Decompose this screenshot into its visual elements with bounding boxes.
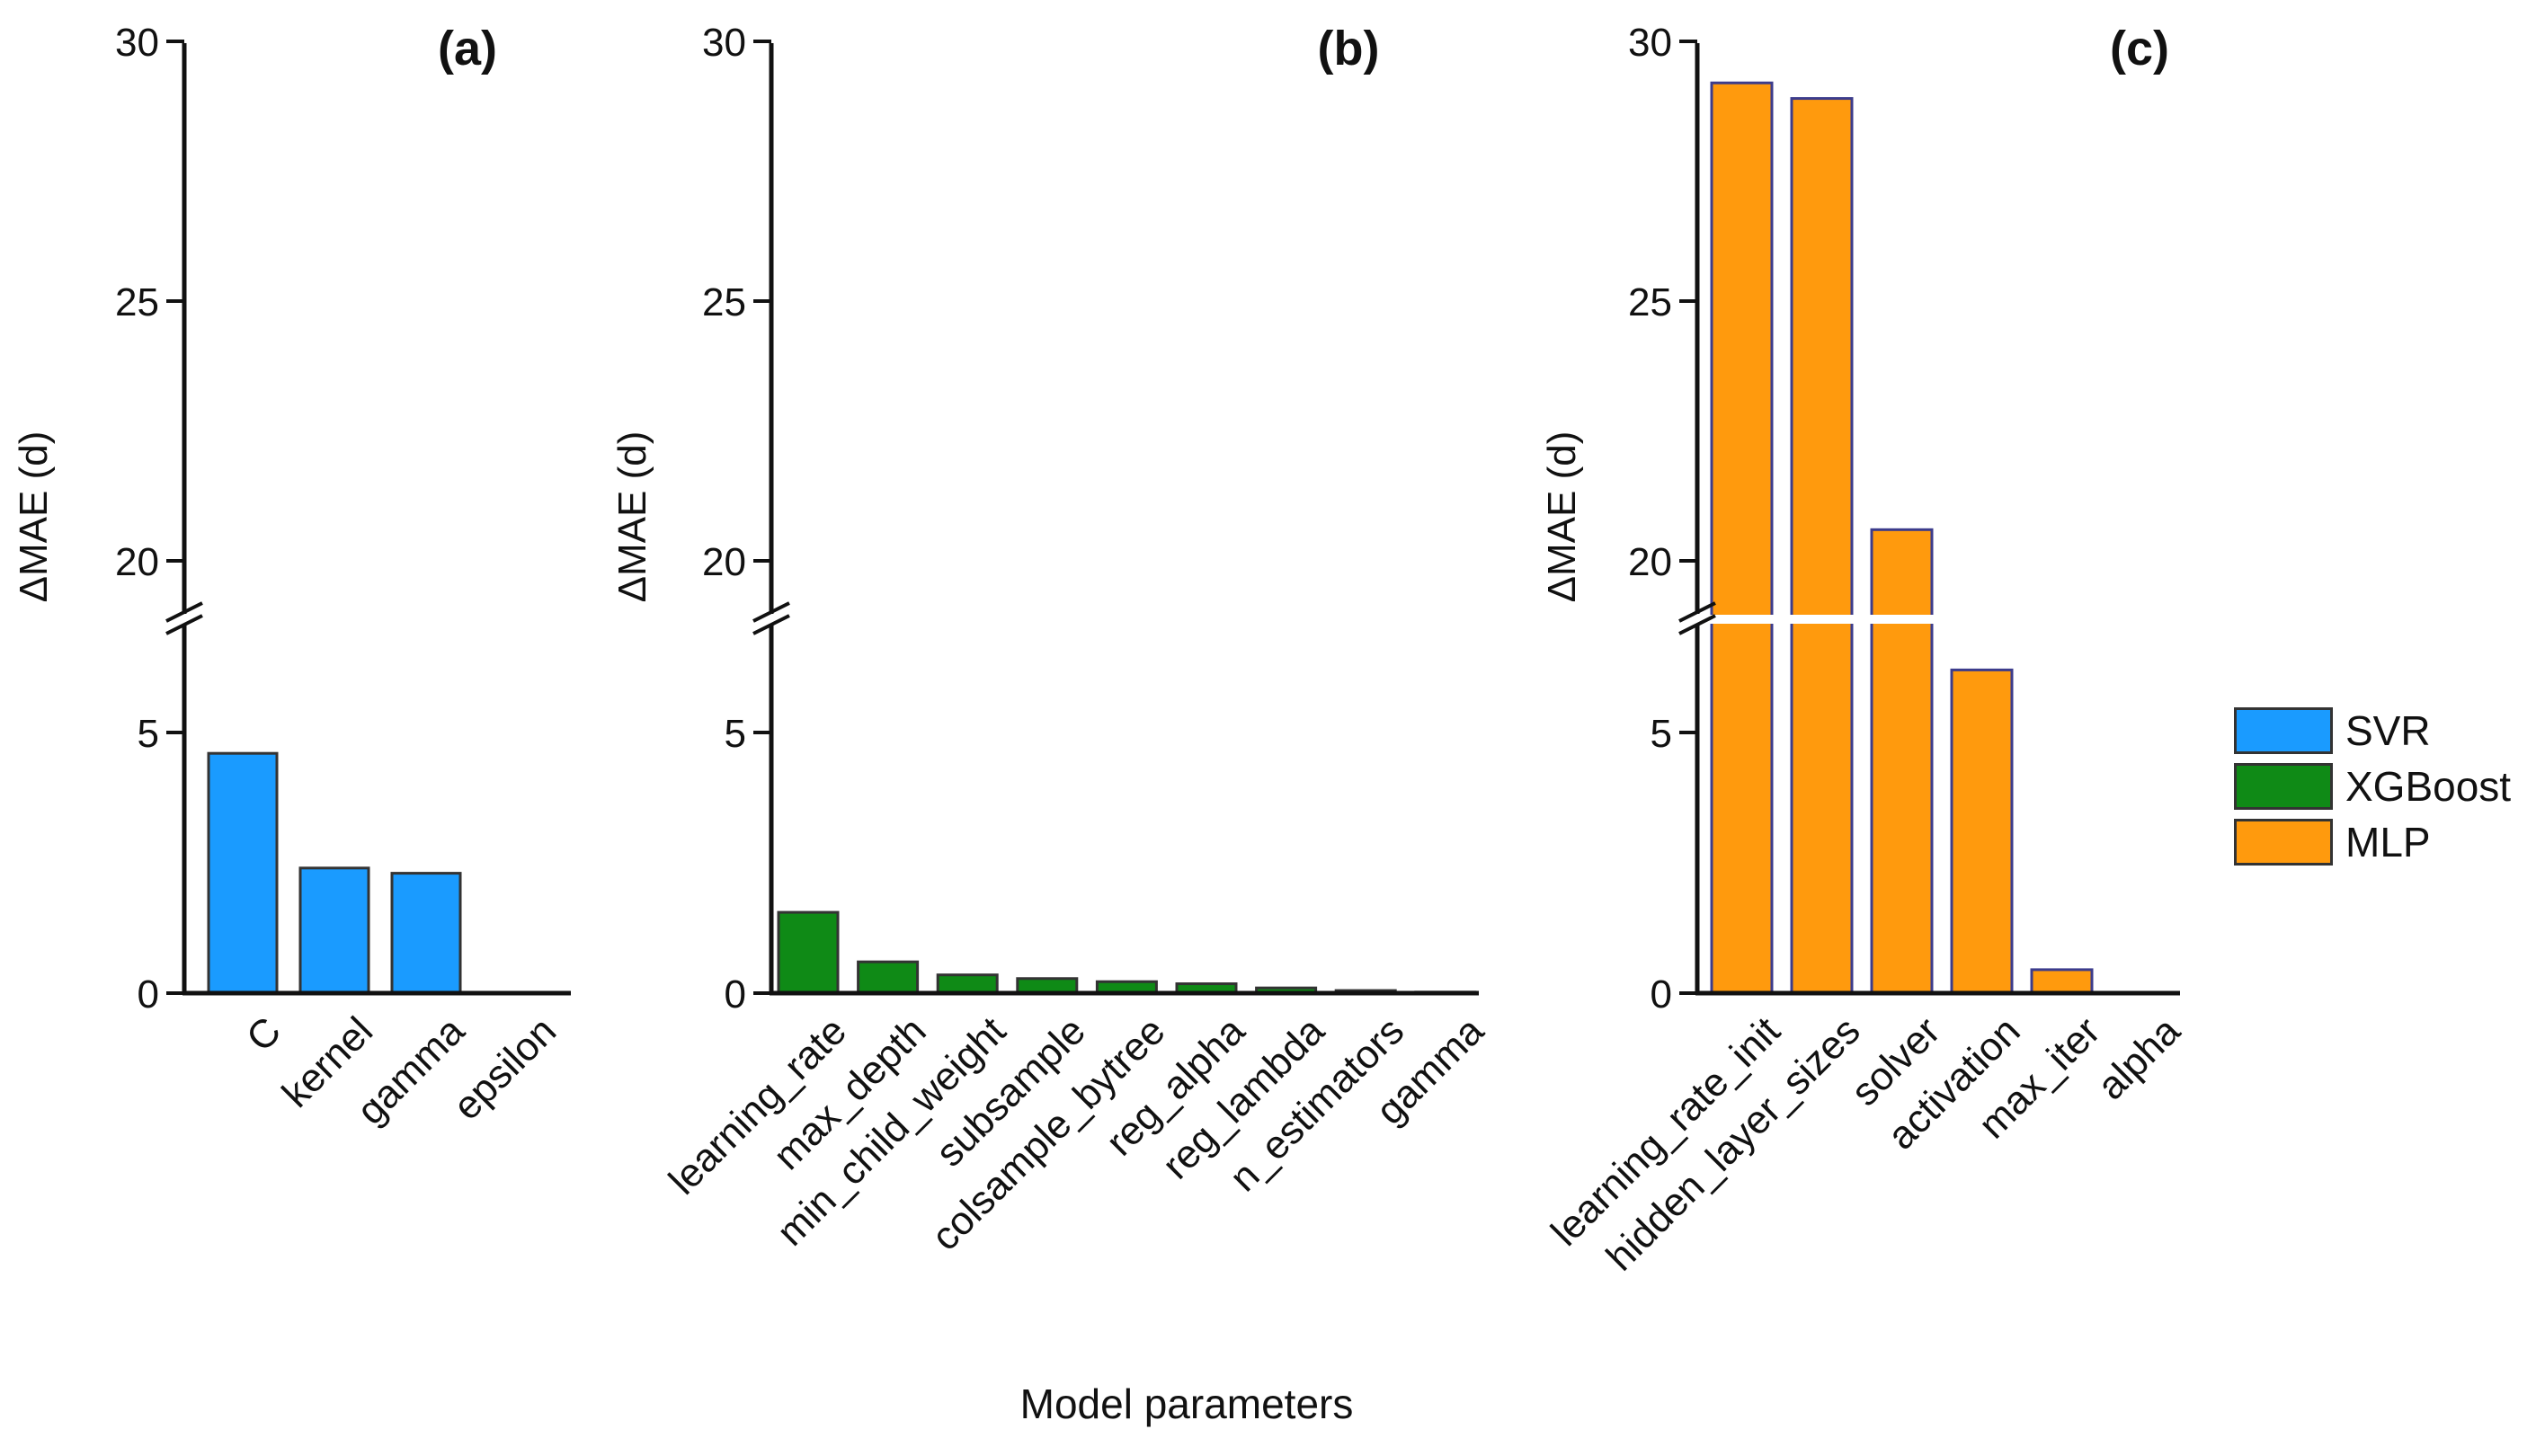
bar-learning_rate_init <box>1710 81 1774 995</box>
y-tick-label-30: 30 <box>702 21 746 65</box>
y-axis-title: ΔMAE (d) <box>1540 431 1584 603</box>
legend-label-mlp: MLP <box>2345 819 2431 866</box>
legend: SVR XGBoost MLP <box>2234 703 2511 870</box>
axis-break-gap <box>1701 615 2184 624</box>
bar-gamma <box>390 872 462 995</box>
y-tick-label-20: 20 <box>115 540 159 584</box>
category-label-alpha: alpha <box>2089 1008 2189 1108</box>
panel-label: (b) <box>1318 22 1380 75</box>
break-mark-lower <box>1678 614 1716 635</box>
break-mark-upper <box>752 601 790 623</box>
bar-activation <box>1950 668 2014 995</box>
y-tick-label-5: 5 <box>1651 712 1672 756</box>
y-tick-label-5: 5 <box>138 712 159 756</box>
axis-break-gap <box>775 615 1482 624</box>
legend-swatch-xgboost <box>2234 763 2333 810</box>
bar-max_depth <box>857 960 920 995</box>
legend-label-xgboost: XGBoost <box>2345 763 2512 810</box>
legend-item-mlp: MLP <box>2234 814 2511 870</box>
y-tick-label-25: 25 <box>1628 280 1672 324</box>
break-mark-lower <box>165 614 203 635</box>
legend-label-svr: SVR <box>2345 707 2431 754</box>
legend-swatch-svr <box>2234 707 2333 754</box>
break-mark-lower <box>752 614 790 635</box>
break-mark-upper <box>165 601 203 623</box>
legend-item-svr: SVR <box>2234 703 2511 759</box>
bar-kernel <box>298 866 370 995</box>
y-tick-label-25: 25 <box>702 280 746 324</box>
y-tick-label-25: 25 <box>115 280 159 324</box>
break-mark-upper <box>1678 601 1716 623</box>
bar-solver <box>1870 528 1934 995</box>
x-axis-title: Model parameters <box>1019 1381 1354 1427</box>
y-tick-label-20: 20 <box>702 540 746 584</box>
y-tick-label-0: 0 <box>138 972 159 1017</box>
bar-learning_rate <box>777 910 840 995</box>
y-tick-label-0: 0 <box>1651 972 1672 1017</box>
category-label-epsilon: epsilon <box>445 1008 565 1128</box>
bar-hidden_layer_sizes <box>1790 97 1854 995</box>
bar-min_child_weight <box>936 973 999 995</box>
y-tick-label-30: 30 <box>115 21 159 65</box>
y-tick-label-0: 0 <box>725 972 746 1017</box>
legend-swatch-mlp <box>2234 819 2333 866</box>
y-axis-title: ΔMAE (d) <box>610 431 654 603</box>
category-label-C: C <box>238 1008 289 1060</box>
y-tick-label-30: 30 <box>1628 21 1672 65</box>
panel-label: (c) <box>2110 22 2169 75</box>
bar-C <box>207 751 279 995</box>
bar-max_iter <box>2030 968 2094 995</box>
legend-item-xgboost: XGBoost <box>2234 759 2511 814</box>
y-tick-label-5: 5 <box>725 712 746 756</box>
axis-break-gap <box>188 615 574 624</box>
y-axis-title: ΔMAE (d) <box>12 431 56 603</box>
y-tick-label-20: 20 <box>1628 540 1672 584</box>
panel-label: (a) <box>438 22 497 75</box>
